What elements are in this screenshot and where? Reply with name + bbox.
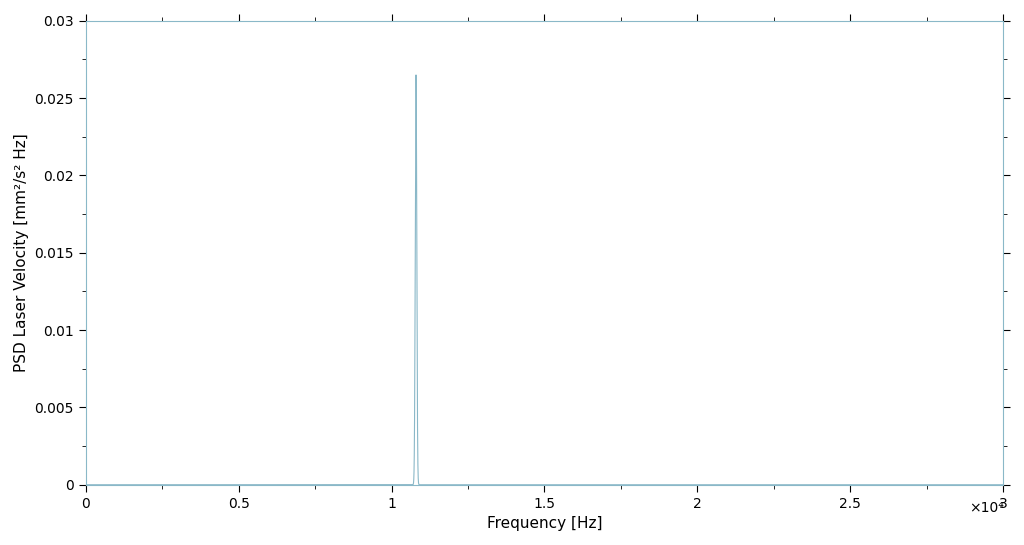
Y-axis label: PSD Laser Velocity [mm²/s² Hz]: PSD Laser Velocity [mm²/s² Hz] <box>14 134 29 372</box>
Text: ×10⁴: ×10⁴ <box>969 501 1004 515</box>
X-axis label: Frequency [Hz]: Frequency [Hz] <box>486 516 602 531</box>
